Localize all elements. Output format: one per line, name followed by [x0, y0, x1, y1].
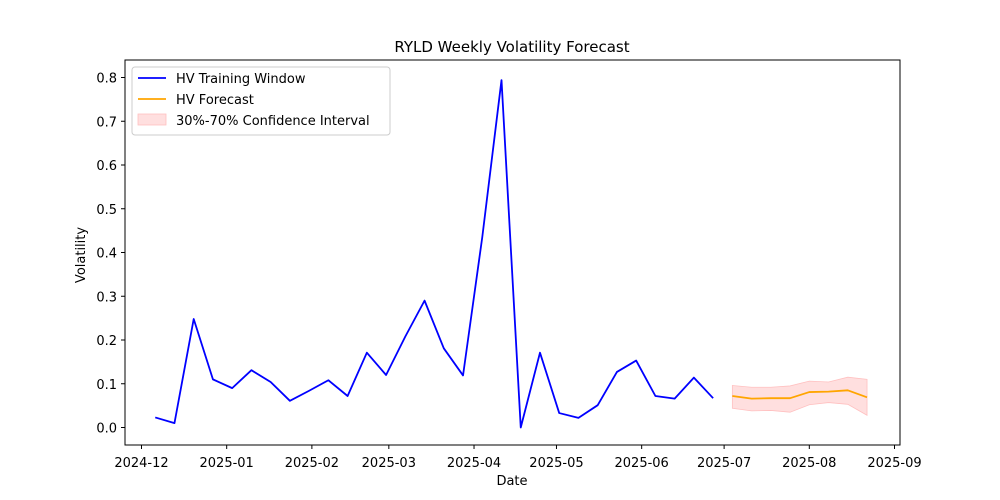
y-axis-ticks: 0.0 0.1 0.2 0.3 0.4 0.5 0.6 0.7 0.8: [96, 72, 125, 437]
series-layer: [154, 79, 868, 429]
y-tick-label: 0.4: [96, 247, 117, 262]
y-tick-label: 0.6: [96, 159, 117, 174]
legend-box: [131, 66, 391, 136]
confidence-interval-layer: [731, 376, 868, 416]
x-tick-label: 2025-01: [200, 456, 254, 471]
y-tick-label: 0.3: [96, 290, 117, 305]
chart-title: RYLD Weekly Volatility Forecast: [394, 38, 629, 56]
plot-area-frame: [124, 59, 901, 446]
x-tick-label: 2024-12: [114, 456, 168, 471]
x-tick-label: 2025-04: [447, 456, 501, 471]
confidence-interval-band: [731, 376, 868, 416]
legend-label-ci: 30%-70% Confidence Interval: [176, 114, 370, 129]
y-axis-title: Volatility: [74, 227, 89, 283]
x-axis-title: Date: [496, 474, 527, 489]
x-tick-label: 2025-03: [362, 456, 416, 471]
x-tick-label: 2025-02: [285, 456, 339, 471]
y-tick-label: 0.1: [96, 378, 117, 393]
x-tick-label: 2025-09: [867, 456, 921, 471]
x-axis-ticks: 2024-12 2025-01 2025-02 2025-03 2025-04 2025-…: [114, 445, 922, 471]
x-tick-label: 2025-08: [782, 456, 836, 471]
y-tick-label: 0.0: [96, 422, 117, 437]
y-tick-label: 0.8: [96, 72, 117, 87]
legend: HV Training Window HV Forecast 30%-70% C…: [131, 66, 391, 136]
y-tick-label: 0.2: [96, 334, 117, 349]
legend-swatch-ci: [137, 113, 167, 126]
y-tick-label: 0.7: [96, 115, 117, 130]
x-tick-label: 2025-05: [529, 456, 583, 471]
hv-training-line: [154, 79, 714, 429]
legend-label-training: HV Training Window: [176, 72, 306, 87]
hv-forecast-line: [732, 389, 868, 400]
x-tick-label: 2025-07: [697, 456, 751, 471]
y-tick-label: 0.5: [96, 203, 117, 218]
legend-label-forecast: HV Forecast: [176, 93, 254, 108]
x-tick-label: 2025-06: [615, 456, 669, 471]
